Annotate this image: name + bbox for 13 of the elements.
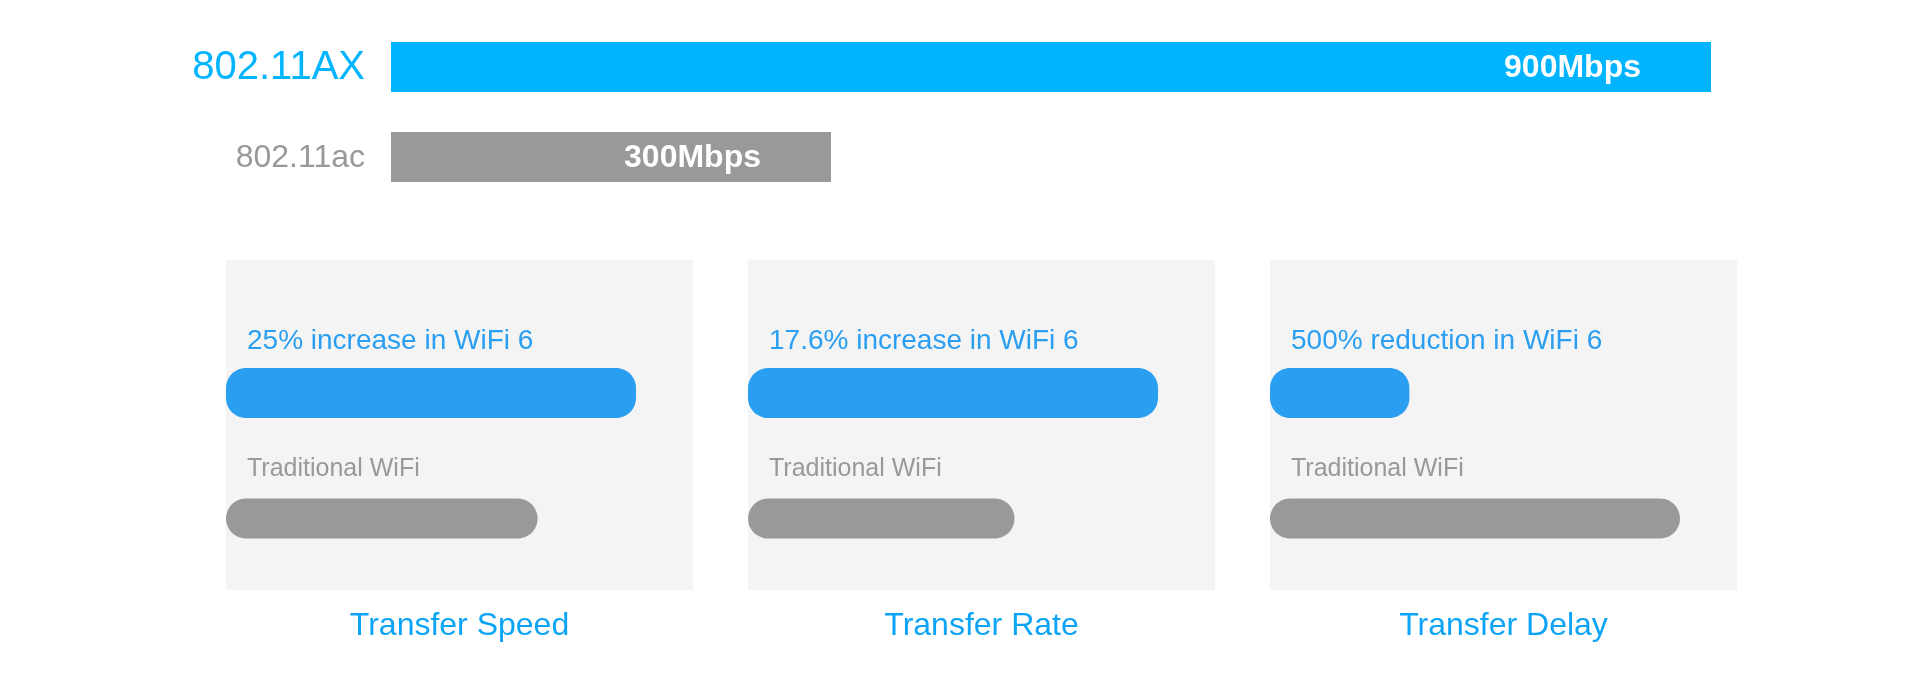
y-tick-label: 802.11ac [235, 138, 365, 174]
y-tick-label: 25% increase in WiFi 6 [247, 324, 534, 356]
text: Transfer Rate [884, 606, 1079, 642]
y-tick-label: 17.6% increase in WiFi 6 [769, 324, 1079, 356]
data-label: 900Mbps [1504, 48, 1641, 84]
y-tick-label: 802.11AX [192, 43, 365, 87]
y-tick-label: Traditional WiFi [769, 452, 942, 481]
text: Transfer Delay [1399, 606, 1608, 642]
y-tick-label: 500% reduction in WiFi 6 [1291, 324, 1603, 356]
data-label: 300Mbps [624, 138, 761, 174]
text: Transfer Speed [349, 606, 570, 642]
y-tick-label: Traditional WiFi [1291, 452, 1464, 481]
y-tick-label: Traditional WiFi [247, 452, 420, 481]
